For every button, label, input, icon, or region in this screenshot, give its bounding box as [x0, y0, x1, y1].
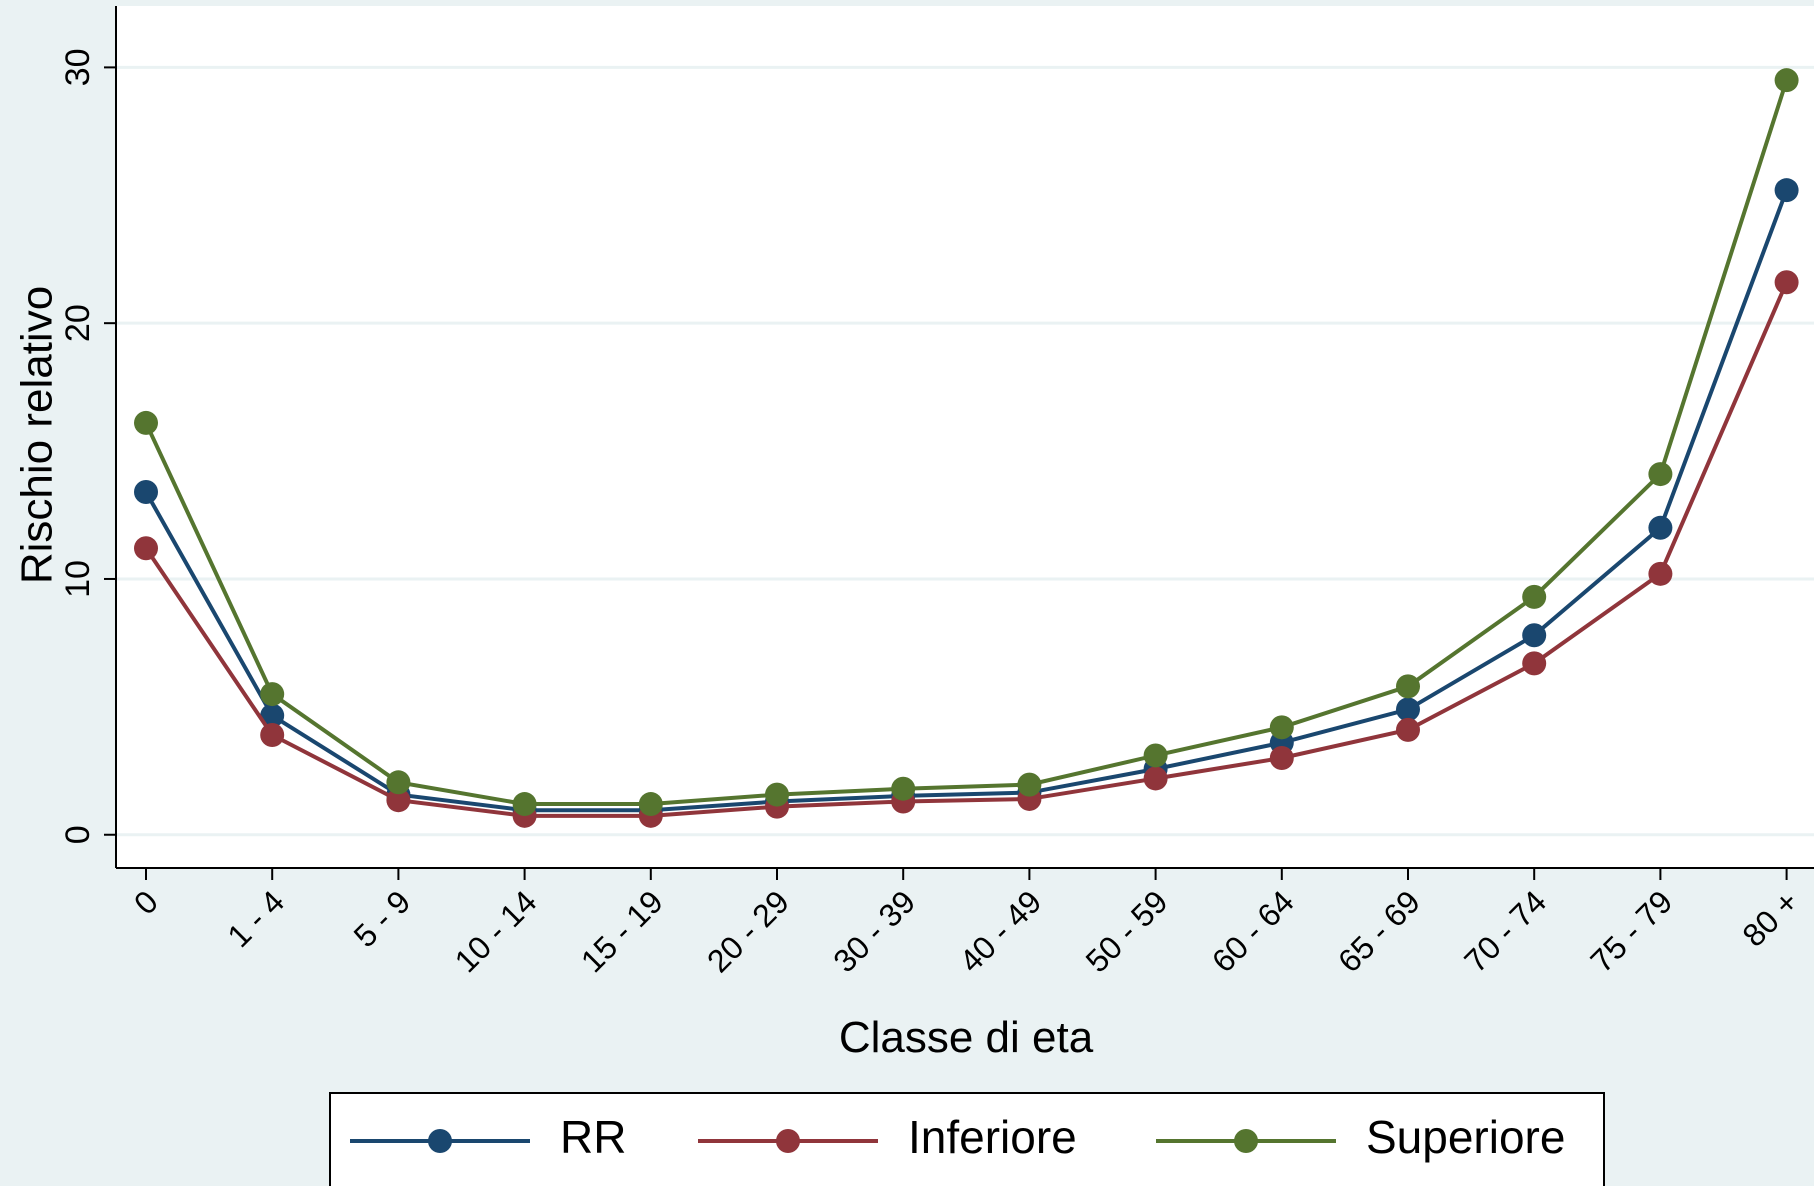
plot-area	[116, 6, 1814, 868]
data-point	[1269, 715, 1294, 740]
legend-marker	[1234, 1129, 1258, 1153]
legend-label: Inferiore	[908, 1111, 1077, 1163]
data-point	[1774, 178, 1799, 203]
data-point	[1522, 651, 1547, 676]
data-point	[1774, 270, 1799, 295]
y-tick-label: 10	[59, 560, 97, 598]
x-tick-label: 60 - 64	[1205, 883, 1301, 979]
data-point	[260, 722, 285, 747]
y-tick-label: 20	[59, 304, 97, 342]
data-point	[386, 788, 411, 813]
x-tick-label: 20 - 29	[700, 883, 796, 979]
legend	[329, 1092, 1605, 1186]
series-line	[144, 281, 1789, 818]
x-tick-label: 65 - 69	[1331, 883, 1427, 979]
x-tick-label: 75 - 79	[1583, 883, 1679, 979]
x-tick-label: 40 - 49	[952, 883, 1048, 979]
data-point	[1143, 743, 1168, 768]
x-tick-label: 50 - 59	[1079, 883, 1175, 979]
y-tick-label: 0	[59, 825, 97, 844]
legend-marker	[776, 1129, 800, 1153]
data-point	[134, 536, 158, 561]
data-point	[1648, 462, 1673, 487]
data-point	[386, 770, 411, 795]
x-tick-label: 10 - 14	[448, 883, 544, 979]
x-tick-label: 0	[127, 883, 165, 921]
data-point	[891, 776, 916, 801]
data-point	[1017, 772, 1042, 797]
y-axis-title: Rischio relativo	[13, 286, 62, 584]
x-tick-label: 80 +	[1735, 883, 1805, 953]
data-point	[1774, 68, 1799, 93]
legend-label: Superiore	[1366, 1111, 1565, 1163]
data-point	[134, 410, 158, 435]
data-point	[1396, 674, 1420, 699]
x-tick-label: 70 - 74	[1457, 883, 1553, 979]
data-point	[638, 792, 663, 817]
data-point	[765, 782, 789, 807]
data-point	[1648, 515, 1673, 540]
data-point	[1143, 766, 1168, 791]
legend-marker	[428, 1129, 452, 1153]
legend-label: RR	[560, 1111, 626, 1163]
x-tick-label: 30 - 39	[826, 883, 922, 979]
data-point	[1396, 717, 1420, 742]
data-point	[134, 479, 158, 504]
x-tick-label: 1 - 4	[220, 883, 291, 954]
data-point	[1269, 746, 1294, 771]
y-tick-label: 30	[59, 48, 97, 86]
x-tick-label: 5 - 9	[347, 883, 418, 954]
data-point	[1522, 623, 1547, 648]
data-point	[1648, 561, 1673, 586]
data-point	[512, 792, 537, 817]
series-line	[144, 79, 1789, 807]
series-line	[144, 189, 1789, 813]
data-point	[260, 703, 285, 728]
data-point	[1396, 697, 1420, 722]
data-point	[1522, 584, 1547, 609]
data-point	[260, 682, 285, 707]
x-axis-title: Classe di eta	[839, 1013, 1094, 1062]
x-tick-label: 15 - 19	[574, 883, 670, 979]
